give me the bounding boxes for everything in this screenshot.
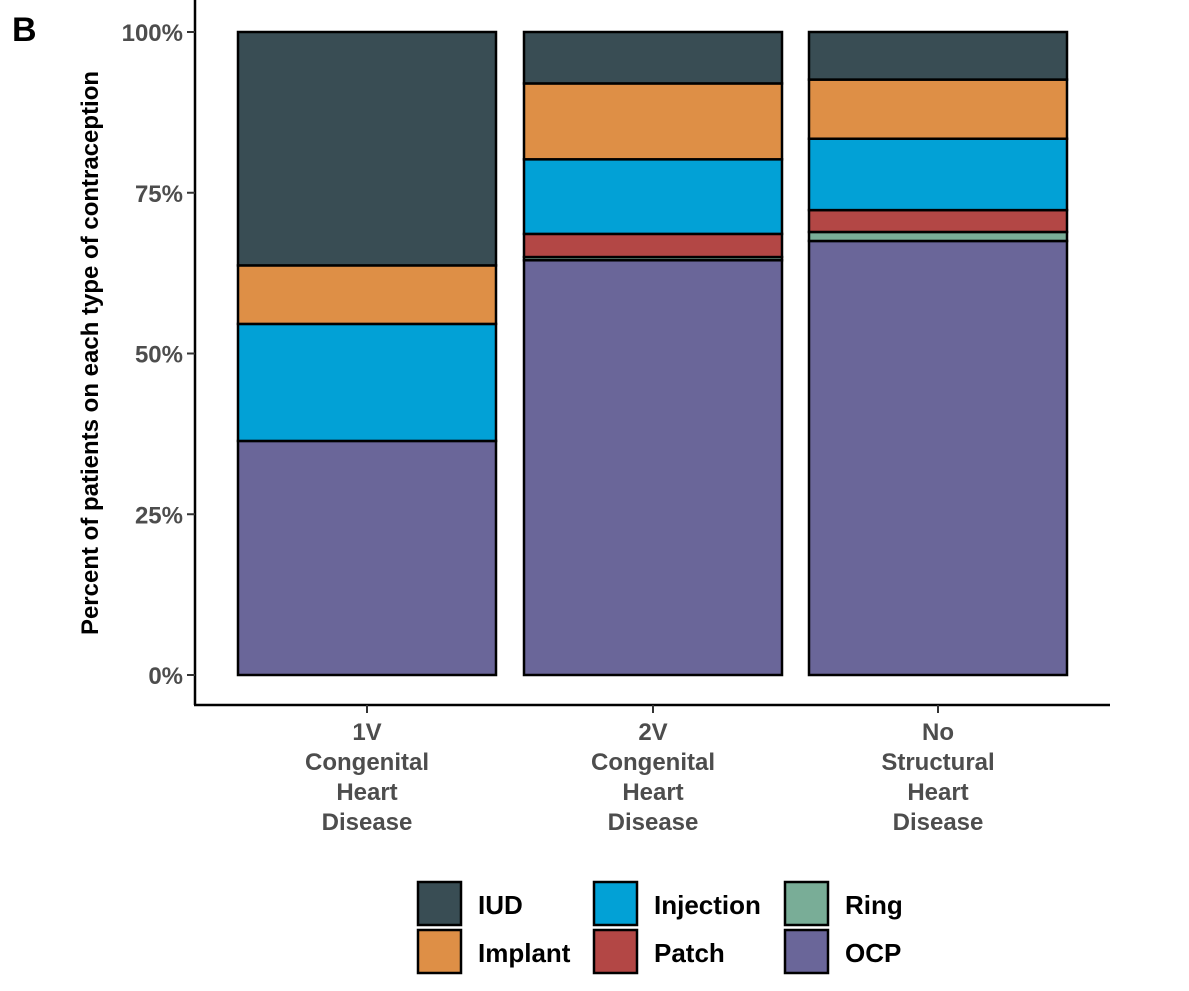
- legend-label-ring: Ring: [845, 890, 903, 920]
- bar-segment-ocp-2: [807, 239, 1069, 677]
- bar-segment-patch-1: [522, 232, 784, 259]
- legend-key-implant: [416, 928, 463, 975]
- legend: IUD Implant Injection Patch Ring OCP: [416, 880, 903, 975]
- x-tick-label: 1V Congenital Heart Disease: [305, 719, 429, 836]
- y-axis-title: Percent of patients on each type of cont…: [77, 71, 104, 635]
- bar-segment-iud-2: [807, 30, 1069, 81]
- y-tick-label: 25%: [135, 502, 183, 529]
- legend-label-injection: Injection: [654, 890, 761, 920]
- x-tick-label: 2V Congenital Heart Disease: [591, 719, 715, 836]
- bar-segment-implant-0: [236, 264, 498, 326]
- bar-segment-ocp-0: [236, 439, 498, 677]
- bar-segment-injection-1: [522, 158, 784, 236]
- y-tick-label: 50%: [135, 342, 183, 369]
- bar-segment-ocp-1: [522, 259, 784, 677]
- legend-label-iud: IUD: [478, 890, 523, 920]
- legend-key-ring: [783, 880, 830, 927]
- bars-group: [236, 30, 1069, 677]
- legend-label-patch: Patch: [654, 938, 725, 968]
- bar-segment-patch-2: [807, 208, 1069, 234]
- legend-key-injection: [592, 880, 639, 927]
- bar-segment-injection-2: [807, 137, 1069, 212]
- x-tick-label: No Structural Heart Disease: [881, 719, 994, 836]
- legend-key-iud: [416, 880, 463, 927]
- legend-label-ocp: OCP: [845, 938, 901, 968]
- y-tick-label: 0%: [148, 663, 183, 690]
- legend-key-patch: [592, 928, 639, 975]
- panel-label: B: [12, 11, 37, 49]
- bar-segment-implant-1: [522, 82, 784, 161]
- bar-segment-iud-0: [236, 30, 498, 267]
- bar-segment-injection-0: [236, 322, 498, 443]
- bar-segment-iud-1: [522, 30, 784, 85]
- legend-label-implant: Implant: [478, 938, 571, 968]
- bar-segment-ring-2: [807, 230, 1069, 243]
- y-tick-label: 100%: [122, 20, 183, 47]
- axes-group: 0% 25% 50% 75% 100% 1V Congenital Heart Disease 2…: [122, 0, 1110, 836]
- legend-key-ocp: [783, 928, 830, 975]
- bar-segment-implant-2: [807, 78, 1069, 140]
- y-tick-label: 75%: [135, 181, 183, 208]
